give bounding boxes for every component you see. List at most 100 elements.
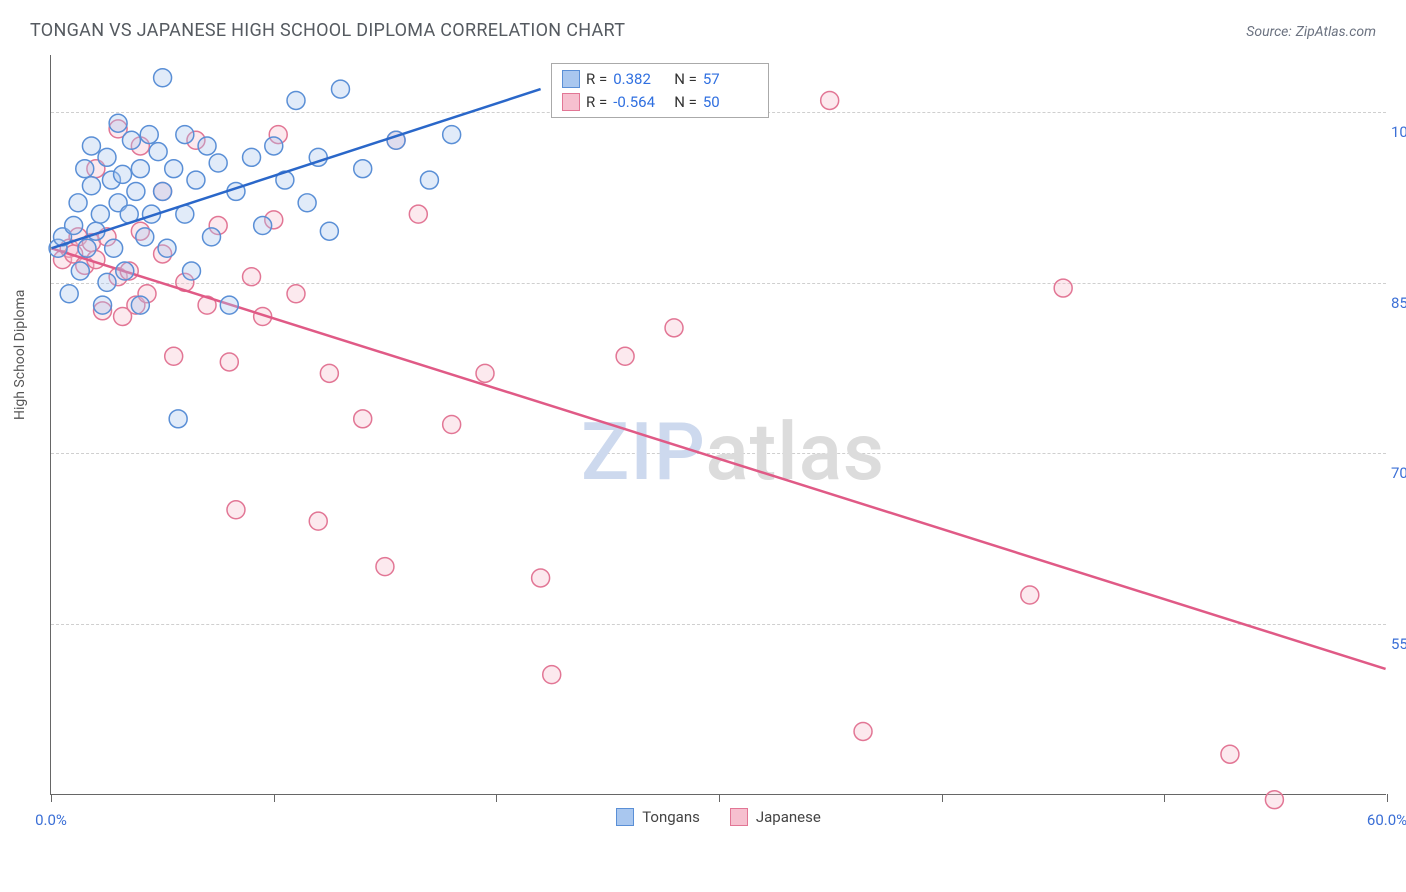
japanese-point [243, 268, 261, 286]
japanese-point [854, 722, 872, 740]
tongans-n-value: 57 [703, 68, 758, 91]
japanese-point [821, 91, 839, 109]
tongans-point [203, 228, 221, 246]
japanese-point [665, 319, 683, 337]
tongans-point [354, 160, 372, 178]
stats-legend-row-tongans: R = 0.382 N = 57 [562, 68, 758, 91]
tongans-point [105, 239, 123, 257]
series-legend: Tongans Japanese [51, 808, 1386, 826]
swatch-japanese [730, 808, 748, 826]
tongans-point [131, 160, 149, 178]
japanese-point [287, 285, 305, 303]
y-axis-label: High School Diploma [12, 290, 28, 420]
tongans-point [71, 262, 89, 280]
japanese-point [1265, 791, 1283, 809]
tongans-point [176, 126, 194, 144]
x-tick [274, 794, 275, 802]
tongans-point [169, 410, 187, 428]
tongans-point [91, 205, 109, 223]
japanese-point [220, 353, 238, 371]
x-tick-label: 0.0% [35, 811, 67, 829]
x-tick [719, 794, 720, 802]
source-label: Source: [1246, 24, 1291, 40]
swatch-tongans [616, 808, 634, 826]
y-tick-label: 55.0% [1391, 635, 1406, 653]
swatch-tongans [562, 70, 580, 88]
tongans-point [98, 148, 116, 166]
swatch-japanese [562, 93, 580, 111]
japanese-trend-line [51, 248, 1385, 669]
tongans-point [187, 171, 205, 189]
tongans-point [158, 239, 176, 257]
tongans-point [109, 114, 127, 132]
tongans-point [243, 148, 261, 166]
tongans-point [82, 137, 100, 155]
tongans-point [165, 160, 183, 178]
japanese-point [165, 347, 183, 365]
x-tick [942, 794, 943, 802]
japanese-point [309, 512, 327, 530]
x-tick [51, 794, 52, 802]
tongans-point [154, 69, 172, 87]
japanese-label: Japanese [756, 808, 821, 826]
tongans-point [76, 160, 94, 178]
japanese-point [227, 501, 245, 519]
japanese-point [1021, 586, 1039, 604]
chart-plot-area: 55.0%70.0%85.0%100.0% ZIPatlas R = 0.382… [50, 55, 1386, 795]
legend-item-tongans: Tongans [616, 808, 700, 826]
x-tick [496, 794, 497, 802]
r-label: R = [586, 68, 607, 91]
x-tick-label: 60.0% [1367, 811, 1406, 829]
japanese-point [443, 416, 461, 434]
tongans-point [140, 126, 158, 144]
tongans-point [136, 228, 154, 246]
source-attribution: Source: ZipAtlas.com [1246, 21, 1376, 40]
tongans-point [114, 165, 132, 183]
japanese-point [532, 569, 550, 587]
tongans-point [149, 143, 167, 161]
y-tick-label: 70.0% [1391, 464, 1406, 482]
tongans-point [69, 194, 87, 212]
tongans-point [78, 239, 96, 257]
tongans-point [198, 137, 216, 155]
tongans-point [65, 217, 83, 235]
x-tick [1164, 794, 1165, 802]
tongans-point [298, 194, 316, 212]
japanese-point [616, 347, 634, 365]
japanese-point [1054, 279, 1072, 297]
x-tick [1387, 794, 1388, 802]
tongans-point [154, 182, 172, 200]
chart-title: TONGAN VS JAPANESE HIGH SCHOOL DIPLOMA C… [30, 20, 625, 41]
r-label: R = [586, 91, 607, 114]
japanese-point [354, 410, 372, 428]
source-value: ZipAtlas.com [1296, 24, 1376, 40]
tongans-point [220, 296, 238, 314]
tongans-label: Tongans [642, 808, 700, 826]
tongans-point [331, 80, 349, 98]
n-label: N = [674, 91, 697, 114]
japanese-r-value: -0.564 [613, 91, 668, 114]
y-tick-label: 85.0% [1391, 294, 1406, 312]
tongans-point [94, 296, 112, 314]
tongans-point [265, 137, 283, 155]
japanese-point [1221, 745, 1239, 763]
japanese-n-value: 50 [703, 91, 758, 114]
stats-legend-row-japanese: R = -0.564 N = 50 [562, 91, 758, 114]
tongans-point [420, 171, 438, 189]
japanese-point [476, 364, 494, 382]
japanese-point [376, 558, 394, 576]
tongans-point [443, 126, 461, 144]
tongans-r-value: 0.382 [613, 68, 668, 91]
japanese-point [409, 205, 427, 223]
tongans-point [82, 177, 100, 195]
tongans-point [209, 154, 227, 172]
scatter-svg [51, 55, 1386, 794]
tongans-point [127, 182, 145, 200]
y-tick-label: 100.0% [1391, 123, 1406, 141]
tongans-point [254, 217, 272, 235]
tongans-point [122, 131, 140, 149]
tongans-point [183, 262, 201, 280]
tongans-point [60, 285, 78, 303]
tongans-point [98, 273, 116, 291]
legend-item-japanese: Japanese [730, 808, 821, 826]
